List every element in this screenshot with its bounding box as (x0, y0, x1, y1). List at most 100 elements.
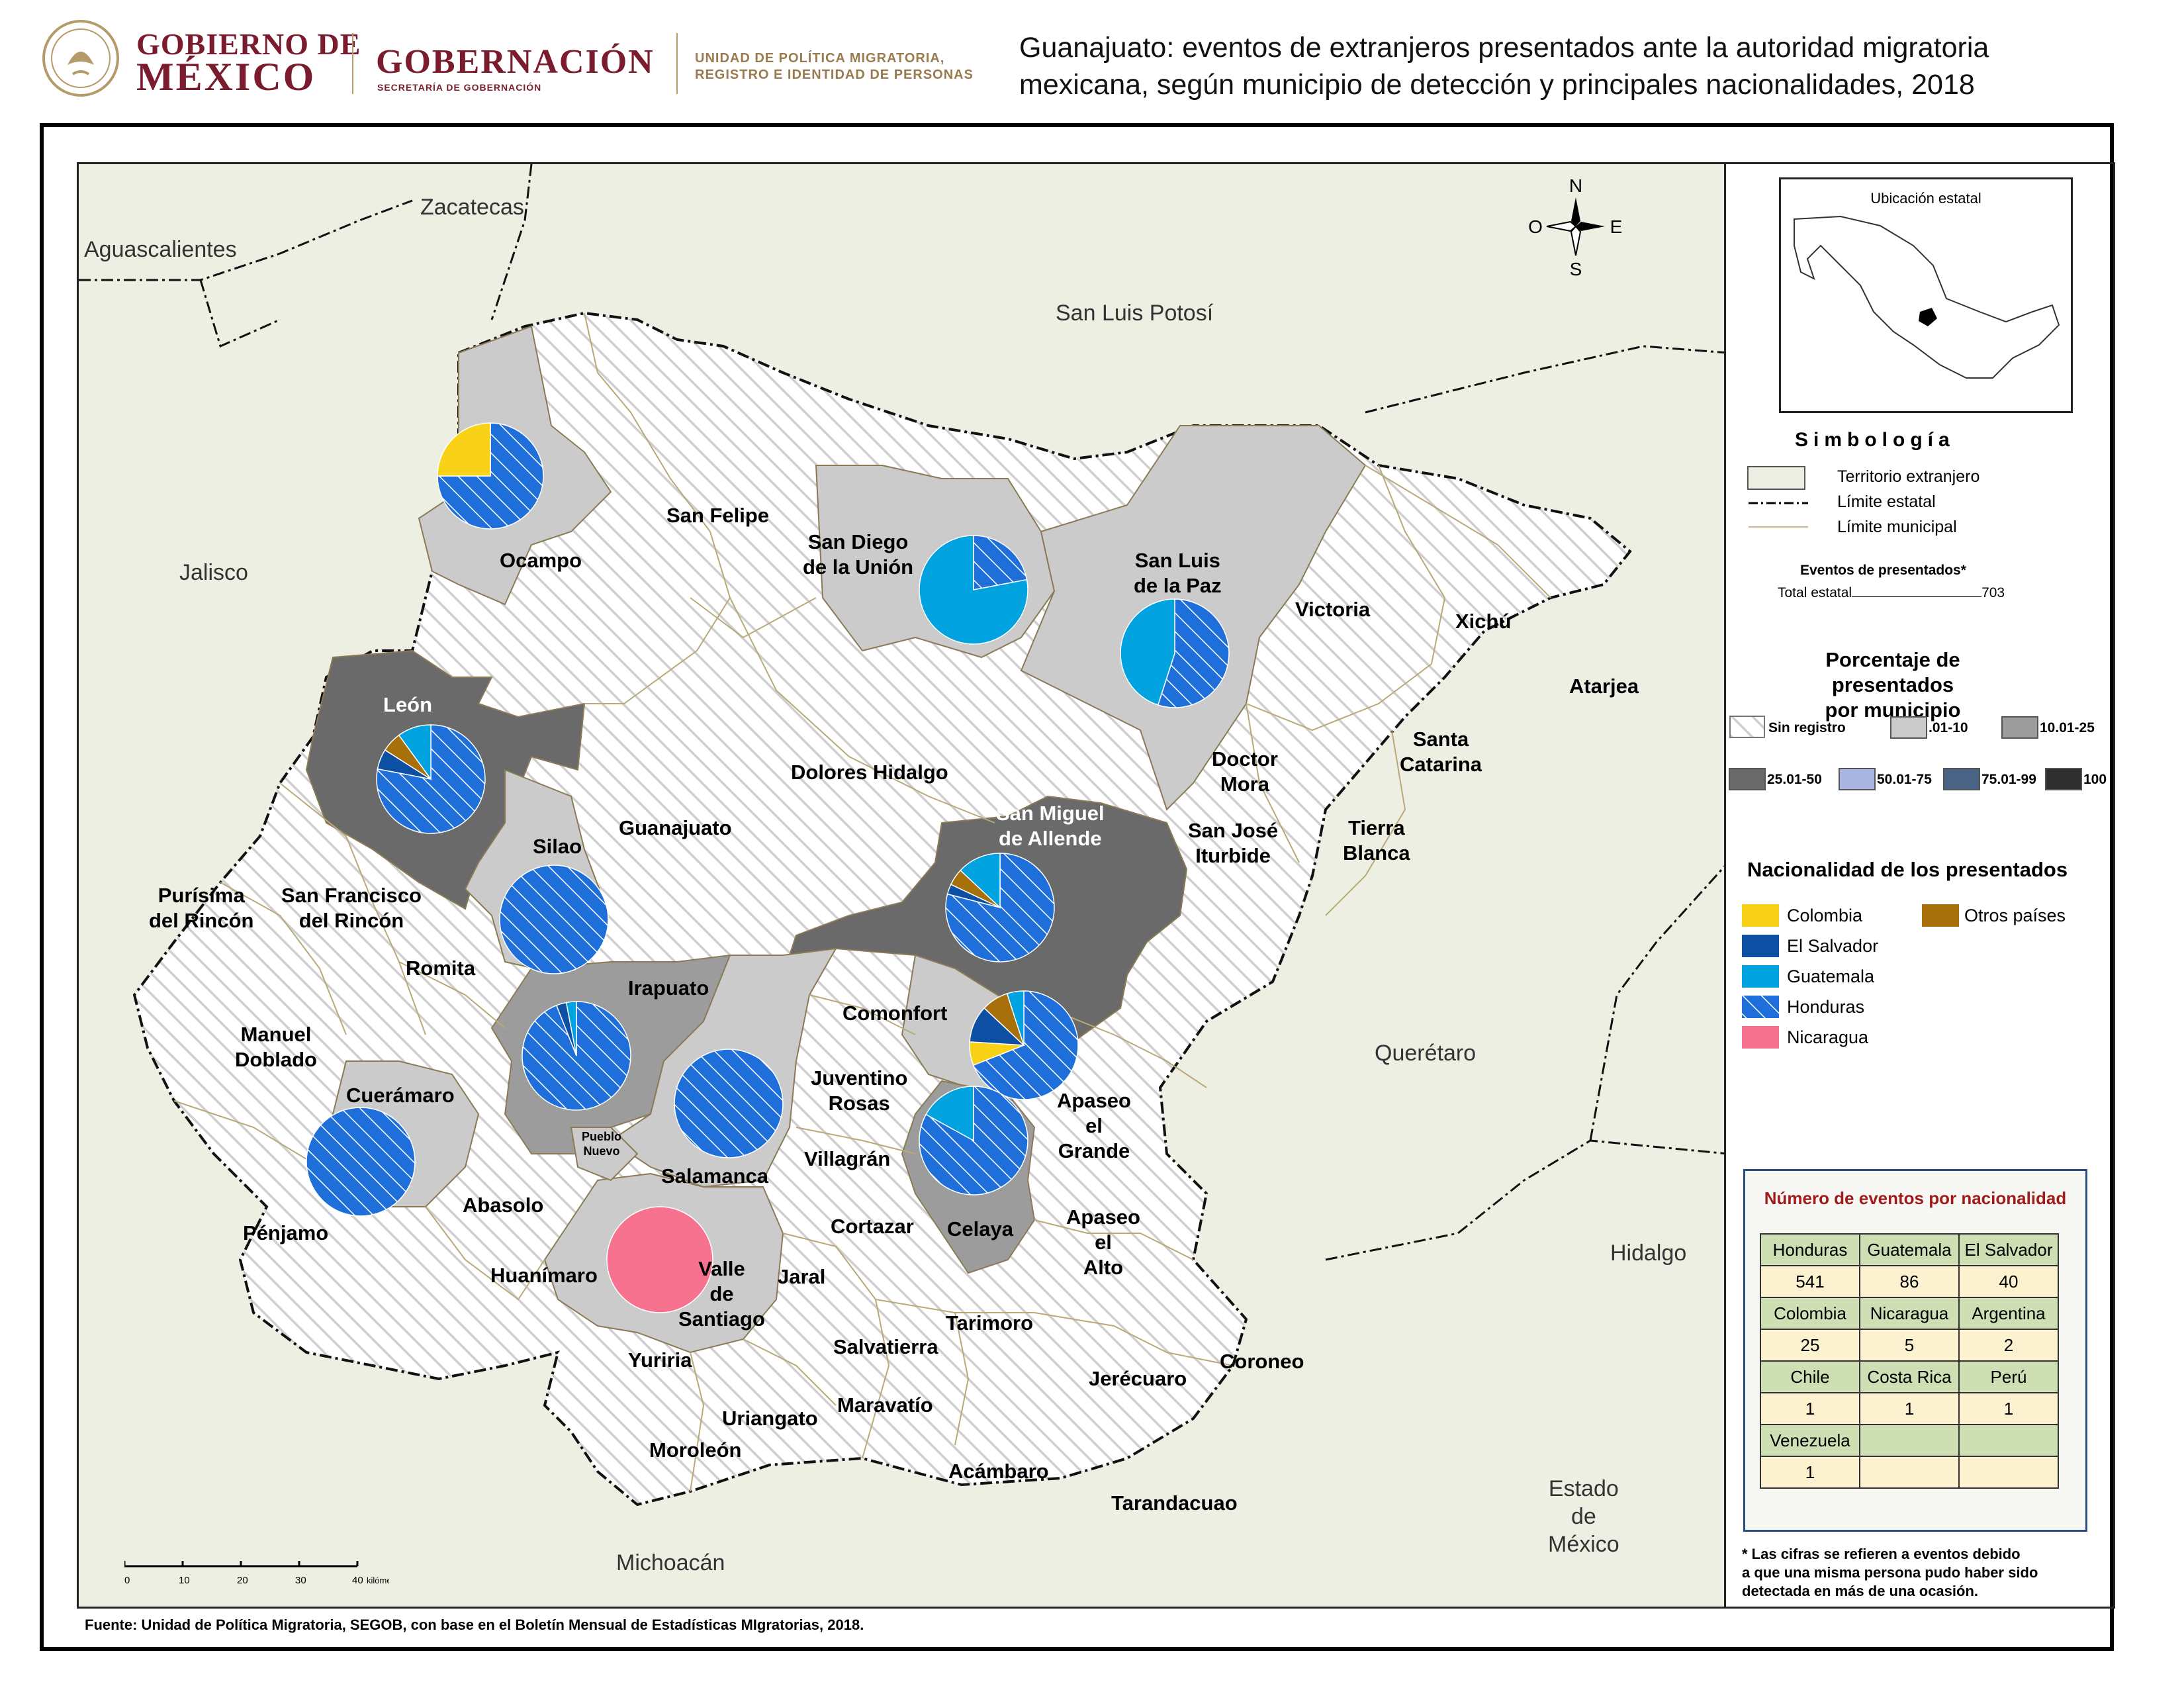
state-label-queretaro: Querétaro (1375, 1041, 1477, 1066)
label-purisima-del-rincon: Purísima del Rincón (149, 883, 253, 933)
pie-charts (306, 422, 1230, 1313)
label-celaya: Celaya (947, 1217, 1013, 1241)
scale-tick: 0 (124, 1575, 130, 1586)
label-line: San Diego (807, 530, 909, 553)
map-title-line-2: mexicana, según municipio de detección y… (1019, 69, 1975, 101)
footnote-line: a que una misma persona pudo haber sido (1742, 1564, 2038, 1581)
label-line: Rosas (828, 1092, 890, 1115)
label-san-miguel-de-allende: San Miguel de Allende (996, 801, 1105, 851)
pie-slice-honduras (306, 1107, 416, 1217)
scale-tick: 30 (295, 1575, 306, 1586)
range-100-label: 100 (2083, 772, 2107, 787)
table-cell: Costa Rica (1859, 1360, 1960, 1393)
table-cell: 5 (1859, 1329, 1960, 1362)
table-cell: 1 (1958, 1392, 2059, 1425)
label-cueramaro: Cuerámaro (346, 1084, 455, 1107)
north-arrow-icon: N S E O (1528, 175, 1623, 279)
compass-e: E (1610, 216, 1623, 237)
range-10-25-label: 10.01-25 (2040, 720, 2095, 735)
pie-slice-honduras (376, 724, 486, 834)
label-salamanca: Salamanca (661, 1164, 768, 1188)
label-pueblo-nuevo: Pueblo Nuevo (582, 1129, 621, 1158)
header: GOBIERNO DE MÉXICO GOBERNACIÓN SECRETARÍ… (0, 0, 2184, 119)
mexico-inset-map (1794, 215, 2060, 379)
label-victoria: Victoria (1295, 598, 1371, 621)
nacionalidad-title: Nacionalidad de los presentados (1747, 858, 2068, 881)
state-label-michoacan: Michoacán (616, 1550, 725, 1575)
honduras-label: Honduras (1787, 997, 1865, 1017)
table-cell: 2 (1958, 1329, 2059, 1362)
total-label: Total estatal (1778, 585, 1852, 600)
label-silao: Silao (533, 835, 582, 858)
label-xichu: Xichú (1455, 610, 1512, 633)
table-cell: 541 (1760, 1265, 1860, 1298)
header-divider (352, 33, 353, 94)
label-ocampo: Ocampo (500, 549, 582, 572)
label-san-francisco-del-rincon: San Francisco del Rincón (281, 883, 422, 933)
footnote-line: * Las cifras se refieren a eventos debid… (1742, 1546, 2021, 1562)
pie-slice-honduras (522, 1001, 631, 1111)
table-row: Colombia Nicaragua Argentina (1760, 1297, 2059, 1330)
table-cell: 1 (1760, 1392, 1860, 1425)
table-cell: 40 (1958, 1265, 2059, 1298)
label-villagran: Villagrán (804, 1147, 891, 1170)
label-line: Iturbide (1195, 844, 1271, 867)
pie-slice-guatemala (1006, 990, 1024, 1046)
label-uriangato: Uriangato (722, 1407, 818, 1430)
label-tarimoro: Tarimoro (946, 1311, 1034, 1335)
range-75-99-swatch (1943, 768, 1980, 790)
label-line: Juventino (811, 1066, 908, 1090)
range-10-25-swatch (2001, 716, 2038, 739)
range-25-50-swatch (1729, 768, 1766, 790)
state-label-san-luis-potosi: San Luis Potosí (1056, 301, 1214, 326)
location-inset: Ubicación estatal (1779, 177, 2073, 413)
sin-registro-swatch (1729, 716, 1765, 738)
limits-swatch (1749, 502, 1808, 528)
label-line: Mora (1220, 773, 1269, 796)
table-cell: Honduras (1760, 1233, 1860, 1266)
compass-o: O (1528, 216, 1543, 237)
label-tierra-blanca: Tierra Blanca (1343, 816, 1410, 866)
label-comonfort: Comonfort (842, 1002, 948, 1025)
limite-estatal-label: Límite estatal (1837, 492, 1936, 511)
gobierno-de-label: GOBIERNO DE (136, 27, 361, 61)
table-row: 25 5 2 (1760, 1329, 2059, 1362)
label-line: de (709, 1282, 734, 1305)
sin-registro-label: Sin registro (1768, 720, 1846, 735)
pie-slice-colombia (437, 422, 491, 477)
label-abasolo: Abasolo (463, 1194, 544, 1217)
state-label-zacatecas: Zacatecas (420, 195, 524, 220)
pie-slice-guatemala (960, 853, 1001, 909)
label-maravatio: Maravatío (837, 1393, 933, 1417)
label-line: de la Unión (803, 555, 914, 579)
unidad-label: UNIDAD DE POLÍTICA MIGRATORIA, REGISTRO … (695, 50, 974, 83)
pie-slice-honduras (1157, 598, 1230, 708)
label-san-felipe: San Felipe (666, 504, 770, 527)
map-title: Guanajuato: eventos de extranjeros prese… (1019, 29, 1989, 103)
label-line: San José (1188, 819, 1279, 842)
municipio-pueblo-nuevo[interactable] (570, 1127, 639, 1182)
state-label-aguascalientes: Aguascalientes (84, 237, 237, 262)
label-acambaro: Acámbaro (948, 1460, 1049, 1483)
pie-slice-guatemala (925, 1086, 974, 1142)
territorio-swatch (1747, 466, 1805, 490)
state-label-line: Estado (1548, 1476, 1619, 1501)
label-leon: León (383, 693, 433, 716)
label-line: Valle (698, 1257, 745, 1280)
label-line: del Rincón (298, 909, 404, 932)
range-01-10-swatch (1890, 716, 1927, 739)
label-yuriria: Yuriria (628, 1348, 692, 1372)
table-row: 541 86 40 (1760, 1265, 2059, 1298)
label-irapuato: Irapuato (628, 976, 709, 1000)
table-cell (1859, 1456, 1960, 1489)
header-divider (676, 33, 678, 94)
table-cell: Chile (1760, 1360, 1860, 1393)
el-salvador-label: El Salvador (1787, 936, 1879, 956)
label-line: San Luis (1134, 549, 1220, 572)
label-jerecuaro: Jerécuaro (1089, 1367, 1187, 1390)
pie-slice-honduras (499, 865, 609, 974)
scale-unit: kilómetros (367, 1575, 389, 1585)
label-apaseo-el-grande: Apaseo el Grande (1057, 1088, 1131, 1164)
label-huanimaro: Huanímaro (490, 1264, 598, 1287)
